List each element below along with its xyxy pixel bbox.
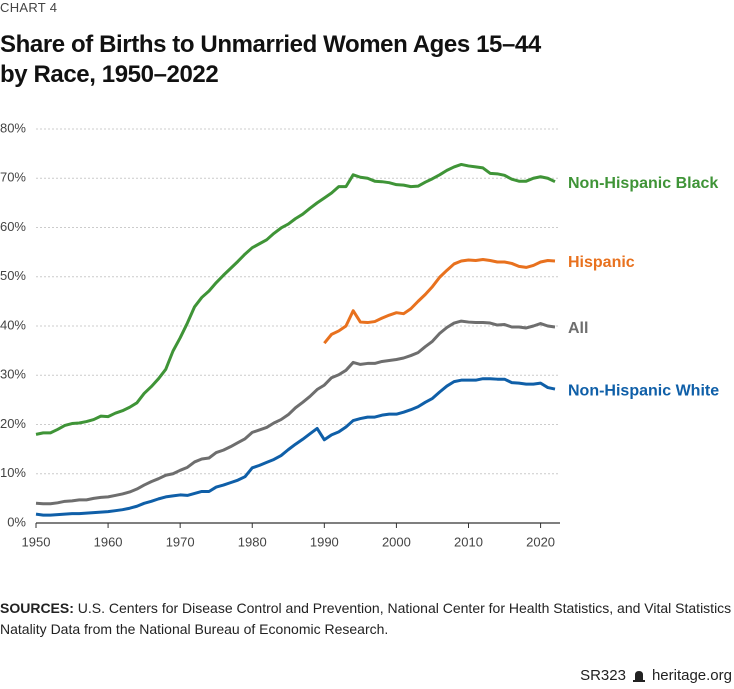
sources-text: U.S. Centers for Disease Control and Pre…: [0, 600, 732, 637]
series-label: All: [568, 320, 588, 337]
series-label: Non-Hispanic Black: [568, 175, 718, 192]
y-tick-label: 60%: [0, 219, 26, 234]
chart-title: Share of Births to Unmarried Women Ages …: [0, 31, 541, 88]
kicker: CHART 4: [0, 0, 58, 15]
y-tick-label: 40%: [0, 317, 26, 332]
y-tick-label: 20%: [0, 416, 26, 431]
series-label: Non-Hispanic White: [568, 382, 719, 399]
series-line: [35, 377, 556, 517]
x-tick-label: 2000: [382, 534, 411, 549]
y-tick-label: 50%: [0, 268, 26, 283]
x-tick-label: 2010: [454, 534, 483, 549]
x-tick-label: 1970: [166, 534, 195, 549]
series-label: Hispanic: [568, 254, 635, 271]
chart: 0% 10% 20% 30% 40% 50% 60% 70% 80% 1950 1960 1970 19…: [0, 120, 719, 549]
y-tick-label: 70%: [0, 170, 26, 185]
y-tick-label: 30%: [0, 367, 26, 382]
sources-label: SOURCES:: [0, 600, 74, 616]
x-tick-label: 1960: [94, 534, 123, 549]
site: heritage.org: [651, 667, 732, 684]
y-tick-label: 80%: [0, 120, 26, 135]
footer: SR323 heritage.org: [580, 667, 732, 684]
sources: SOURCES: U.S. Centers for Disease Contro…: [0, 598, 732, 640]
series-line: [323, 258, 556, 345]
bell-icon: [632, 670, 645, 682]
series-line: [35, 319, 556, 506]
y-tick-label: 10%: [0, 465, 26, 480]
x-tick-label: 1950: [22, 534, 51, 549]
y-tick-label: 0%: [7, 514, 26, 529]
report-id: SR323: [580, 667, 626, 684]
x-tick-label: 2020: [526, 534, 555, 549]
series-line: [35, 162, 556, 436]
x-tick-label: 1980: [238, 534, 267, 549]
x-tick-label: 1990: [310, 534, 339, 549]
